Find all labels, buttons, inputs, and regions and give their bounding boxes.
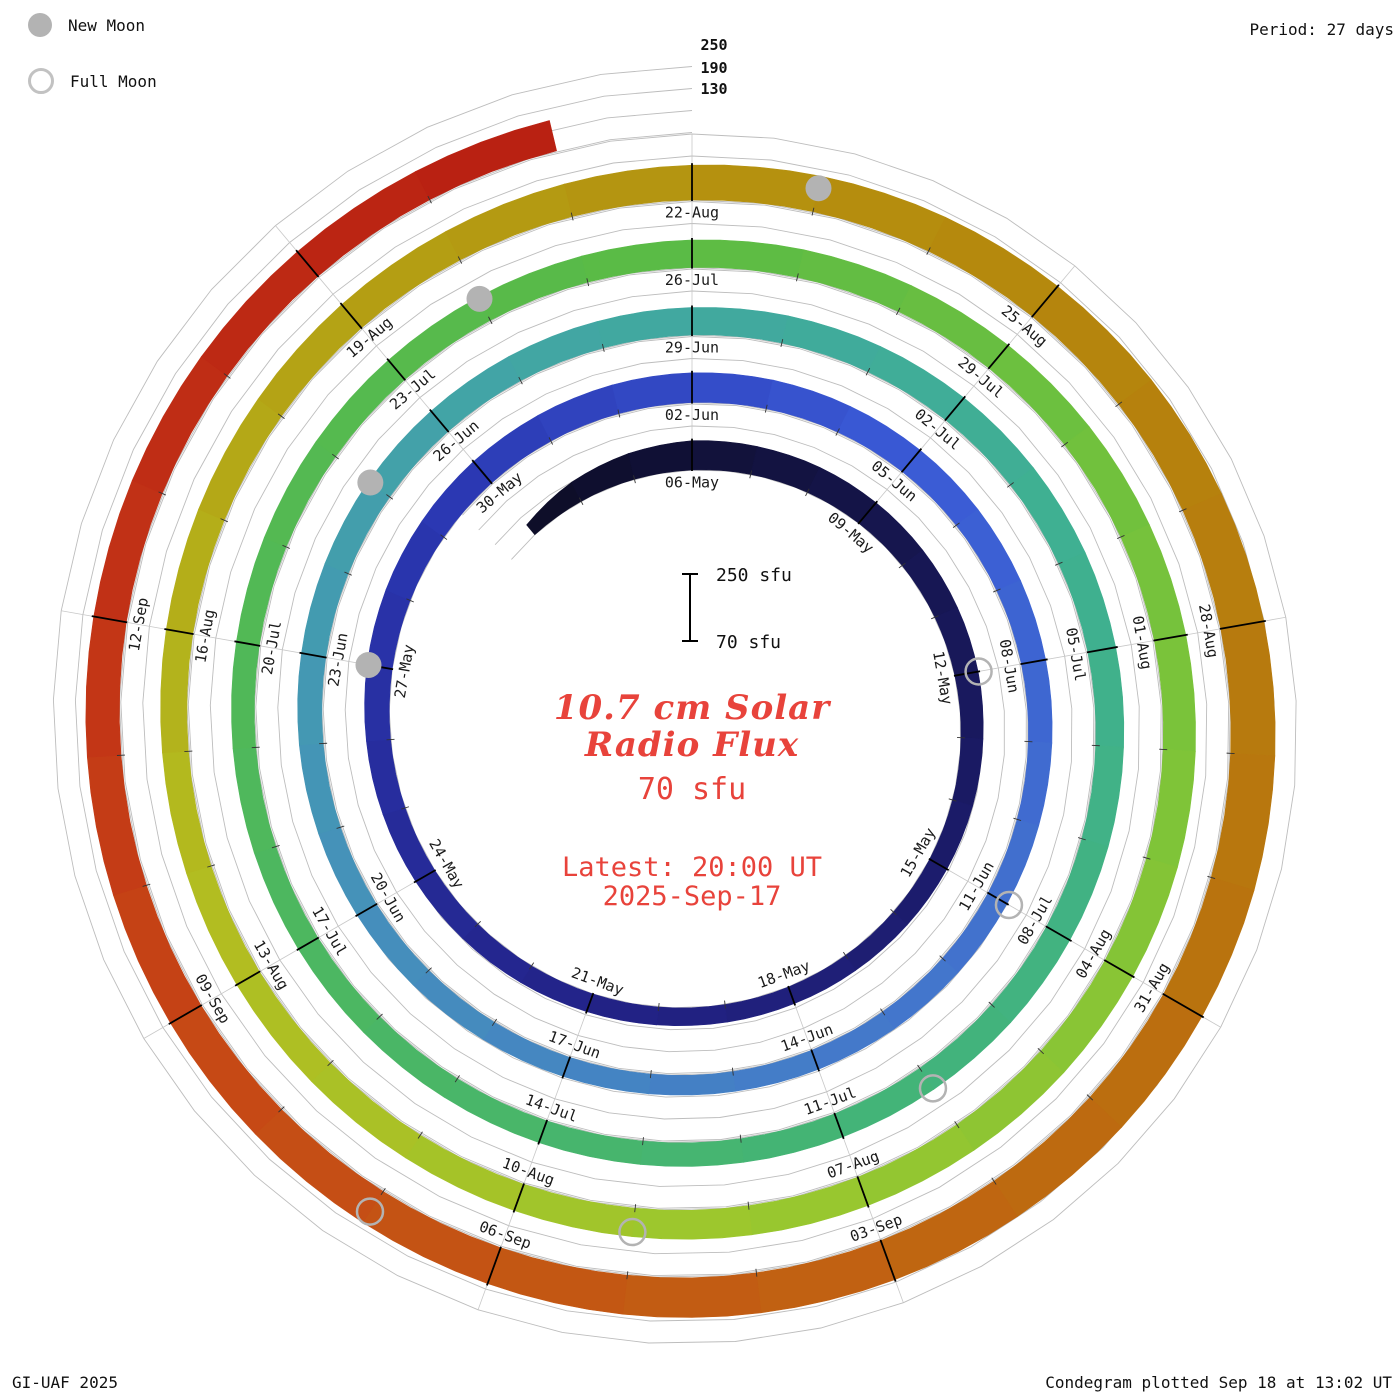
plotted-timestamp-label: Condegram plotted Sep 18 at 13:02 UT — [1045, 1373, 1392, 1392]
new-moon-icon — [28, 13, 52, 37]
radial-gridline-label: 250 — [700, 36, 727, 54]
full-moon-marker — [994, 890, 1024, 920]
scale-bar: 250 sfu 70 sfu — [682, 565, 792, 653]
full-moon-marker — [964, 657, 993, 686]
legend-new-moon-label: New Moon — [68, 15, 146, 35]
full-moon-marker — [618, 1217, 647, 1247]
legend-full-moon: Full Moon — [28, 64, 157, 98]
new-moon-marker — [357, 469, 384, 496]
segment-boundaries — [91, 163, 1266, 1286]
date-label: 02-Jun — [665, 406, 719, 424]
date-label: 06-May — [665, 474, 719, 492]
new-moon-marker — [355, 651, 382, 678]
radial-gridline-label: 190 — [700, 59, 727, 77]
moon-legend: New Moon Full Moon — [28, 8, 157, 120]
legend-new-moon: New Moon — [28, 8, 157, 42]
credit-label: GI-UAF 2025 — [12, 1373, 118, 1392]
radial-axis-labels: 250 190 130 — [700, 36, 727, 98]
date-label: 29-Jun — [665, 339, 719, 357]
radial-gridline-label: 130 — [700, 80, 727, 98]
new-moon-marker — [466, 285, 493, 312]
flux-band — [85, 120, 1276, 1318]
new-moon-marker — [805, 175, 832, 202]
day-ticks — [116, 195, 1235, 1280]
date-label: 22-Aug — [665, 204, 719, 222]
date-label: 26-Jul — [665, 271, 719, 289]
full-moon-icon — [28, 68, 54, 94]
scale-top-label: 250 sfu — [716, 565, 792, 586]
full-moon-marker — [918, 1074, 948, 1103]
moon-markers — [355, 175, 1024, 1247]
full-moon-marker — [355, 1197, 385, 1226]
period-label: Period: 27 days — [1249, 20, 1395, 39]
scale-bottom-label: 70 sfu — [716, 632, 781, 653]
legend-full-moon-label: Full Moon — [70, 71, 157, 91]
